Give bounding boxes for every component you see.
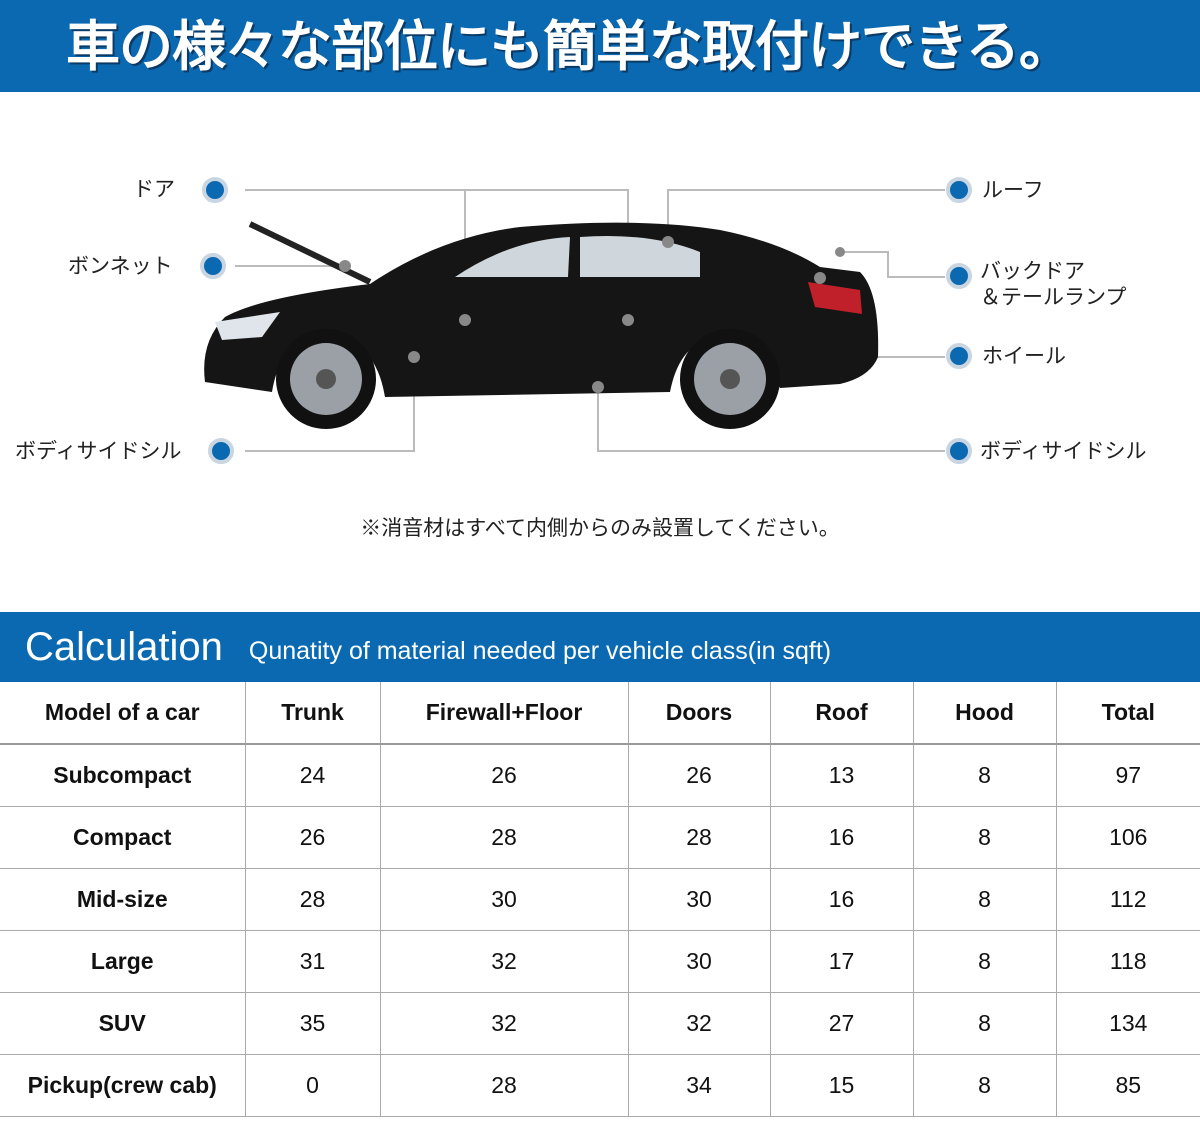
cell-hood: 8 [912, 1053, 1057, 1117]
label-wheel: ホイール [982, 344, 1066, 368]
header-trunk: Trunk [244, 682, 381, 745]
cell-total: 118 [1055, 929, 1200, 993]
cell-model: SUV [0, 991, 246, 1055]
calculation-header: Calculation Qunatity of material needed … [0, 612, 1200, 682]
label-back-door-line2: ＆テールランプ [980, 285, 1127, 309]
table-header-row: Model of a car Trunk Firewall+Floor Door… [0, 682, 1200, 745]
dot-door [202, 177, 228, 203]
cell-hood: 8 [912, 929, 1057, 993]
dot-roof [946, 177, 972, 203]
cell-firewall-floor: 28 [379, 805, 629, 869]
label-bonnet: ボンネット [68, 254, 173, 278]
cell-roof: 17 [769, 929, 914, 993]
cell-model: Mid-size [0, 867, 246, 931]
cell-doors: 32 [627, 991, 771, 1055]
label-back-door: バックドア ＆テールランプ [980, 258, 1126, 310]
cell-total: 106 [1055, 805, 1200, 869]
car-silhouette [204, 221, 879, 429]
cell-model: Large [0, 929, 246, 993]
cell-trunk: 35 [244, 991, 381, 1055]
header-doors: Doors [627, 682, 771, 745]
material-table: Model of a car Trunk Firewall+Floor Door… [0, 682, 1200, 1117]
cell-doors: 28 [627, 805, 771, 869]
cell-model: Subcompact [0, 743, 246, 807]
cell-hood: 8 [912, 743, 1057, 807]
cell-model: Pickup(crew cab) [0, 1053, 246, 1117]
table-row: Subcompact 24 26 26 13 8 97 [0, 743, 1200, 807]
label-door: ドア [133, 177, 175, 201]
cell-total: 85 [1055, 1053, 1200, 1117]
installation-note: ※消音材はすべて内側からのみ設置してください。 [360, 516, 840, 540]
label-body-side-sill-right: ボディサイドシル [980, 439, 1147, 463]
table-row: Pickup(crew cab) 0 28 34 15 8 85 [0, 1053, 1200, 1117]
cell-total: 134 [1055, 991, 1200, 1055]
cell-roof: 13 [769, 743, 914, 807]
table-row: Compact 26 28 28 16 8 106 [0, 805, 1200, 869]
cell-doors: 30 [627, 867, 771, 931]
cell-doors: 34 [627, 1053, 771, 1117]
marker-dots [200, 177, 972, 464]
cell-hood: 8 [912, 991, 1057, 1055]
cell-roof: 27 [769, 991, 914, 1055]
cell-roof: 16 [769, 867, 914, 931]
dot-bonnet [200, 253, 226, 279]
cell-firewall-floor: 32 [379, 929, 629, 993]
car-illustration [200, 177, 972, 464]
cell-trunk: 26 [244, 805, 381, 869]
banner-title: 車の様々な部位にも簡単な取付けできる。 [0, 0, 1200, 92]
cell-hood: 8 [912, 805, 1057, 869]
cell-trunk: 28 [244, 867, 381, 931]
header-roof: Roof [769, 682, 914, 745]
cell-firewall-floor: 26 [379, 743, 629, 807]
header-hood: Hood [912, 682, 1057, 745]
header-firewall-floor: Firewall+Floor [379, 682, 629, 745]
header-total: Total [1055, 682, 1200, 745]
car-parts-diagram: ドア ボンネット ボディサイドシル ルーフ バックドア ＆テールランプ ホイール… [0, 92, 1200, 612]
dot-wheel [946, 343, 972, 369]
calculation-title: Calculation [25, 624, 223, 669]
table-row: Mid-size 28 30 30 16 8 112 [0, 867, 1200, 931]
table-row: Large 31 32 30 17 8 118 [0, 929, 1200, 993]
dot-back-door [946, 263, 972, 289]
cell-roof: 16 [769, 805, 914, 869]
dot-sill-left [208, 438, 234, 464]
cell-total: 112 [1055, 867, 1200, 931]
dot-sill-right [946, 438, 972, 464]
cell-trunk: 31 [244, 929, 381, 993]
cell-trunk: 0 [244, 1053, 381, 1117]
label-back-door-line1: バックドア [980, 259, 1085, 283]
label-body-side-sill-left: ボディサイドシル [15, 439, 182, 463]
cell-firewall-floor: 30 [379, 867, 629, 931]
attachment-points [339, 236, 845, 393]
cell-trunk: 24 [244, 743, 381, 807]
cell-doors: 30 [627, 929, 771, 993]
cell-roof: 15 [769, 1053, 914, 1117]
calculation-subtitle: Qunatity of material needed per vehicle … [248, 636, 832, 665]
cell-doors: 26 [627, 743, 771, 807]
cell-firewall-floor: 28 [379, 1053, 629, 1117]
cell-model: Compact [0, 805, 246, 869]
cell-total: 97 [1055, 743, 1200, 807]
table-row: SUV 35 32 32 27 8 134 [0, 991, 1200, 1055]
label-roof: ルーフ [982, 178, 1044, 202]
header-model: Model of a car [0, 682, 246, 745]
cell-hood: 8 [912, 867, 1057, 931]
cell-firewall-floor: 32 [379, 991, 629, 1055]
